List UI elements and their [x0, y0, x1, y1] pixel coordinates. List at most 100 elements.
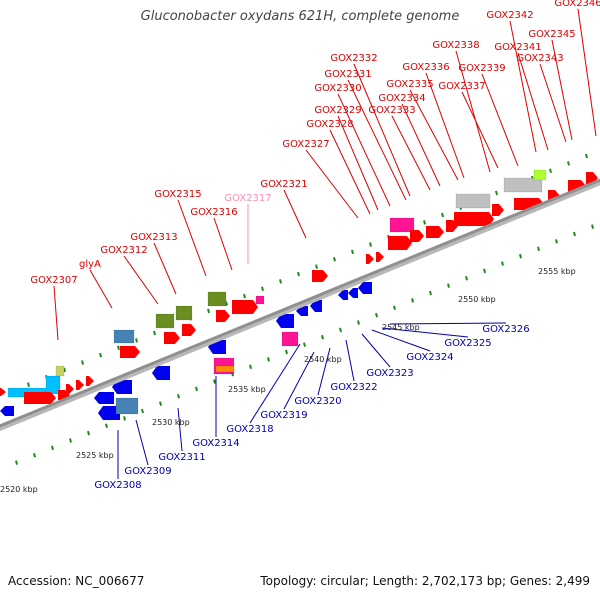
gene-label-forward: GOX2321: [260, 179, 307, 190]
tick-inner: [537, 246, 540, 252]
gene-label-forward: GOX2337: [438, 81, 485, 92]
gene-box: [255, 295, 265, 305]
gene-arrow-forward: [24, 392, 56, 404]
tick-outer: [549, 168, 552, 174]
label-leader-lines: [53, 8, 597, 479]
tick-outer: [315, 264, 318, 269]
tick-outer: [585, 153, 588, 159]
gene-arrow-forward: [376, 252, 384, 262]
leader-line: [401, 103, 441, 187]
tick-outer: [81, 360, 84, 365]
gene-label-forward: GOX2327: [282, 139, 329, 150]
gene-label-forward: GOX2312: [100, 245, 147, 256]
kbp-label: 2530 kbp: [152, 418, 190, 427]
leader-line: [337, 115, 379, 211]
gene-arrow-forward: [492, 204, 504, 216]
gene-arrow-forward: [410, 230, 424, 242]
gene-arrow-reverse: [276, 314, 294, 328]
gene-label-reverse: GOX2314: [192, 438, 239, 449]
tick-outer: [495, 190, 498, 196]
gene-arrow-reverse: [112, 380, 132, 394]
tick-outer: [279, 279, 282, 284]
gene-label-reverse: GOX2325: [444, 338, 491, 349]
gene-label-forward: glyA: [79, 259, 101, 270]
gene-box: [45, 375, 61, 395]
tick-outer: [441, 212, 444, 218]
gene-box: [55, 365, 65, 377]
leader-line: [283, 189, 307, 239]
tick-outer: [567, 161, 570, 166]
leader-line: [461, 91, 499, 169]
leader-line: [329, 129, 371, 215]
tick-inner: [15, 460, 18, 465]
leader-line: [153, 242, 177, 295]
tick-inner: [501, 261, 504, 266]
gene-label-forward: GOX2331: [324, 69, 371, 80]
leader-line: [347, 79, 407, 201]
leader-line: [283, 351, 315, 410]
tick-inner: [573, 231, 576, 237]
tick-inner: [357, 320, 360, 325]
gene-label-forward: GOX2343: [516, 53, 563, 64]
gene-arrow-forward: [164, 332, 180, 344]
kbp-label: 2520 kbp: [0, 485, 38, 494]
gene-arrow-reverse: [358, 282, 372, 294]
accession-label: Accession: NC_006677: [8, 574, 145, 588]
map-title: Gluconobacter oxydans 621H, complete gen…: [140, 9, 460, 24]
tick-inner: [177, 394, 180, 399]
tick-outer: [135, 338, 138, 343]
tick-inner: [33, 453, 36, 458]
gene-arrow-forward: [216, 310, 230, 322]
tick-inner: [267, 357, 270, 362]
leader-line: [381, 327, 469, 338]
gene-label-reverse: GOX2309: [124, 466, 171, 477]
leader-line: [213, 217, 233, 271]
tick-inner: [123, 416, 126, 421]
gene-label-forward: GOX2342: [486, 10, 533, 21]
gene-label-reverse: GOX2318: [226, 424, 273, 435]
gene-box: [155, 313, 175, 329]
gene-arrow-forward: [388, 236, 412, 250]
leader-line: [177, 407, 183, 452]
tick-outer: [153, 330, 156, 336]
gene-arrow-reverse: [98, 406, 120, 420]
leader-line: [425, 72, 465, 179]
gene-label-forward: GOX2345: [528, 29, 575, 40]
tick-inner: [303, 342, 306, 347]
gene-label-reverse: GOX2323: [366, 368, 413, 379]
tick-inner: [213, 379, 216, 384]
tick-inner: [321, 335, 324, 340]
gene-box: [113, 329, 135, 344]
leader-line: [53, 285, 59, 341]
kbp-label: 2525 kbp: [76, 451, 114, 460]
gene-label-forward: GOX2307: [30, 275, 77, 286]
leader-line: [89, 269, 113, 309]
gene-arrow-forward: [86, 376, 94, 386]
tick-inner: [411, 298, 414, 303]
gene-box: [503, 177, 543, 193]
leader-line: [361, 333, 391, 368]
leader-line: [317, 347, 331, 396]
kbp-label: 2555 kbp: [538, 267, 576, 276]
gene-box: [455, 193, 491, 209]
gene-label-reverse: GOX2308: [94, 480, 141, 491]
tick-outer: [261, 286, 264, 292]
gene-arrow-reverse: [94, 392, 114, 404]
kbp-labels: 2520 kbp 2525 kbp 2530 kbp 2535 kbp 2540 kbp…: [0, 267, 576, 494]
gene-arrow-forward: [120, 346, 140, 358]
gene-features: [0, 169, 598, 420]
leader-line: [517, 52, 549, 151]
gene-arrow-forward: [232, 300, 258, 314]
kbp-label: 2535 kbp: [228, 385, 266, 394]
gene-label-reverse: GOX2324: [406, 352, 453, 363]
tick-inner: [51, 445, 54, 451]
kbp-label: 2550 kbp: [458, 295, 496, 304]
tick-outer: [117, 345, 120, 350]
tick-inner: [69, 438, 72, 443]
gene-arrow-reverse: [310, 300, 322, 312]
leader-line: [391, 115, 431, 191]
genome-backbone: [0, 178, 600, 432]
tick-inner: [195, 386, 198, 392]
